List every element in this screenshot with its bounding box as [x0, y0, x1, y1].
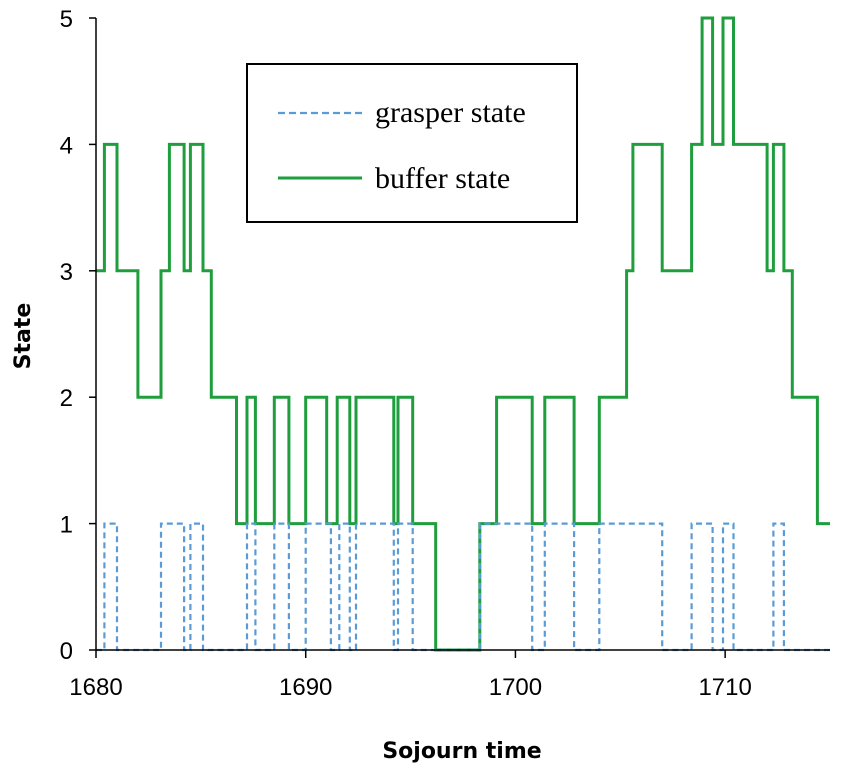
legend-label-buffer: buffer state — [375, 162, 510, 195]
x-axis-ticks: 1680 1690 1700 1710 — [69, 650, 752, 701]
y-axis-ticks: 0 1 2 3 4 5 — [60, 6, 96, 665]
grasper-state-series-line — [96, 522, 830, 652]
y-axis-title: State — [11, 303, 36, 370]
x-tick-label: 1710 — [698, 674, 751, 701]
x-tick-label: 1700 — [489, 674, 542, 701]
legend-box — [246, 63, 578, 223]
y-tick-label: 4 — [60, 132, 73, 159]
legend-label-grasper: grasper state — [375, 96, 526, 129]
x-tick-label: 1680 — [69, 674, 122, 701]
x-axis-title: Sojourn time — [382, 739, 541, 764]
y-tick-label: 5 — [60, 6, 73, 33]
legend: grasper state buffer state — [246, 63, 578, 223]
x-tick-label: 1690 — [279, 674, 332, 701]
buffer-state-series-line — [96, 16, 830, 652]
y-tick-label: 2 — [60, 385, 73, 412]
y-tick-label: 3 — [60, 259, 73, 286]
y-tick-label: 1 — [60, 512, 73, 539]
series-layer — [96, 16, 830, 652]
y-tick-label: 0 — [60, 638, 73, 665]
